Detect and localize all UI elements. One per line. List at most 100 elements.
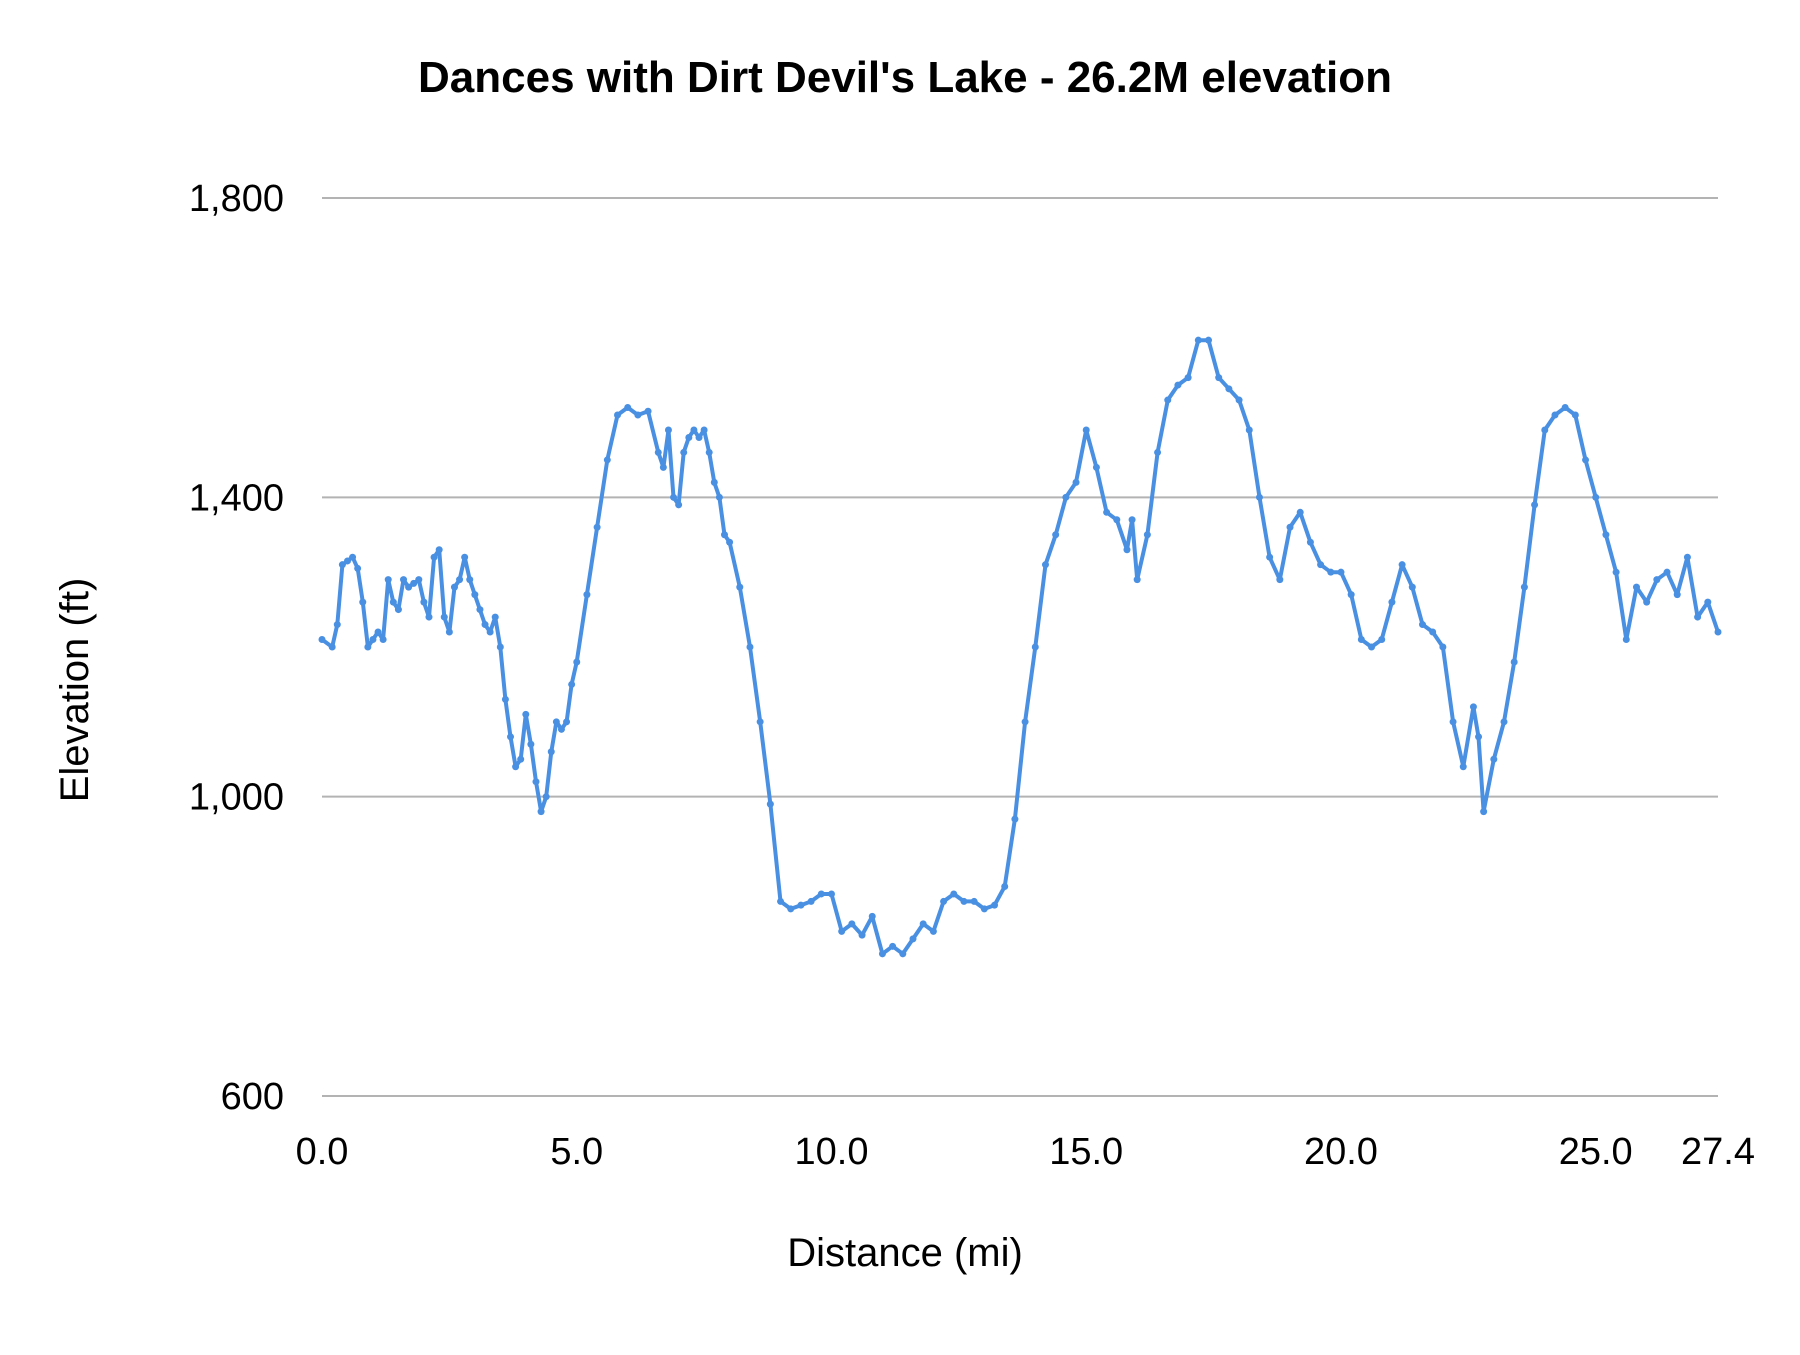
data-point [1541, 426, 1549, 434]
data-point [1500, 718, 1508, 726]
data-point [1714, 628, 1722, 636]
data-point [343, 557, 351, 565]
data-point [557, 725, 565, 733]
data-point [827, 890, 835, 898]
data-point [1184, 374, 1192, 382]
data-point [328, 643, 336, 651]
data-point [1368, 643, 1376, 651]
data-point [394, 606, 402, 614]
data-point [1235, 396, 1243, 404]
data-point [440, 613, 448, 621]
data-point [1632, 583, 1640, 591]
y-tick-label: 1,400 [189, 477, 284, 519]
data-point [583, 591, 591, 599]
data-point [1082, 426, 1090, 434]
data-point [1021, 718, 1029, 726]
data-point [1133, 576, 1141, 584]
data-point [1531, 501, 1539, 509]
data-point [1378, 636, 1386, 644]
data-point [389, 598, 397, 606]
data-point [563, 718, 571, 726]
data-point [486, 628, 494, 636]
data-point [1062, 493, 1070, 501]
data-point [517, 755, 525, 763]
data-point [720, 531, 728, 539]
x-tick-label: 10.0 [795, 1131, 869, 1173]
data-point [507, 733, 515, 741]
data-point [1113, 516, 1121, 524]
data-point [1205, 336, 1213, 344]
data-point [573, 658, 581, 666]
data-point [532, 778, 540, 786]
data-point [690, 426, 698, 434]
data-point [1276, 576, 1284, 584]
data-point [1123, 546, 1131, 554]
data-point [1429, 628, 1437, 636]
data-point [1571, 411, 1579, 419]
data-point [415, 576, 423, 584]
data-point [1174, 381, 1182, 389]
data-point [644, 407, 652, 415]
data-point [1480, 808, 1488, 816]
data-point [1286, 523, 1294, 531]
data-point [1704, 598, 1712, 606]
data-point [537, 808, 545, 816]
data-point [466, 576, 474, 584]
data-point [512, 763, 520, 771]
data-point [349, 553, 357, 561]
data-point [950, 890, 958, 898]
data-point [1347, 591, 1355, 599]
data-point [929, 927, 937, 935]
x-tick-label: 27.4 [1681, 1131, 1755, 1173]
data-point [848, 920, 856, 928]
data-point [1041, 561, 1049, 569]
data-point [756, 718, 764, 726]
data-point [715, 493, 723, 501]
data-point [405, 583, 413, 591]
data-point [476, 606, 484, 614]
data-point [1296, 508, 1304, 516]
data-point [425, 613, 433, 621]
data-point [1001, 882, 1009, 890]
data-point [766, 800, 774, 808]
data-point [695, 433, 703, 441]
data-point [1663, 568, 1671, 576]
data-point [568, 680, 576, 688]
data-point [1622, 636, 1630, 644]
data-point [593, 523, 601, 531]
data-point [1245, 426, 1253, 434]
data-point [1164, 396, 1172, 404]
series-layer [318, 336, 1722, 958]
data-point [868, 912, 876, 920]
data-point [1398, 561, 1406, 569]
data-point [1439, 643, 1447, 651]
data-point [1612, 568, 1620, 576]
data-point [1215, 374, 1223, 382]
data-point [777, 897, 785, 905]
data-point [736, 583, 744, 591]
data-point [634, 411, 642, 419]
data-point [664, 426, 672, 434]
data-point [1225, 385, 1233, 393]
y-tick-label: 600 [221, 1076, 284, 1118]
data-point [909, 935, 917, 943]
data-point [1449, 718, 1457, 726]
data-point [807, 897, 815, 905]
data-point [1520, 583, 1528, 591]
x-tick-label: 5.0 [550, 1131, 603, 1173]
data-point [1653, 576, 1661, 584]
data-point [675, 501, 683, 509]
data-point [481, 621, 489, 629]
data-point [552, 718, 560, 726]
data-point [680, 448, 688, 456]
data-point [705, 448, 713, 456]
data-point [1408, 583, 1416, 591]
data-point [838, 927, 846, 935]
y-tick-label: 1,800 [189, 178, 284, 220]
data-point [940, 897, 948, 905]
data-point [746, 643, 754, 651]
data-point [450, 583, 458, 591]
data-point [1266, 553, 1274, 561]
data-point [379, 636, 387, 644]
